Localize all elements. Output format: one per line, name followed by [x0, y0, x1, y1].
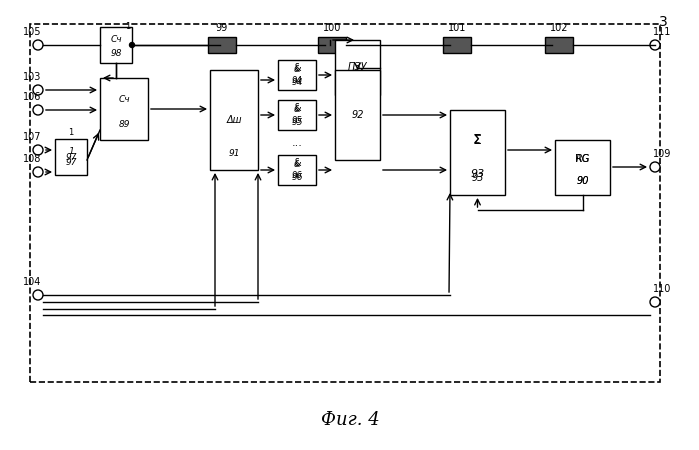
- Bar: [208, 37, 236, 53]
- Text: 1
97: 1 97: [65, 147, 77, 166]
- Bar: [335, 70, 380, 160]
- Text: &
96: & 96: [291, 160, 303, 180]
- Text: 107: 107: [23, 132, 41, 142]
- Bar: [278, 60, 316, 90]
- Text: 3: 3: [658, 15, 668, 29]
- Circle shape: [650, 40, 660, 50]
- Text: 104: 104: [23, 277, 41, 287]
- Circle shape: [129, 42, 134, 48]
- Bar: [55, 139, 87, 175]
- Text: 96: 96: [291, 173, 303, 182]
- Text: RG: RG: [575, 154, 590, 164]
- Bar: [335, 40, 380, 95]
- Text: 108: 108: [23, 154, 41, 164]
- Text: 103: 103: [23, 72, 41, 82]
- Text: 111: 111: [653, 27, 671, 37]
- Text: ...: ...: [291, 138, 303, 148]
- Text: 95: 95: [291, 118, 303, 127]
- Text: &: &: [293, 158, 301, 168]
- Circle shape: [328, 42, 333, 48]
- Text: &: &: [293, 104, 301, 113]
- Circle shape: [33, 85, 43, 95]
- Text: Фиг. 4: Фиг. 4: [321, 411, 380, 429]
- Circle shape: [33, 105, 43, 115]
- Text: 106: 106: [23, 92, 41, 102]
- Text: 105: 105: [23, 27, 41, 37]
- Text: Σ: Σ: [474, 135, 481, 145]
- Text: 94: 94: [291, 78, 303, 87]
- Text: 90: 90: [576, 176, 589, 186]
- Bar: [30, 24, 660, 382]
- Text: &
94: & 94: [291, 65, 303, 85]
- Text: Δш: Δш: [226, 115, 242, 125]
- Circle shape: [33, 167, 43, 177]
- Bar: [100, 78, 148, 140]
- Bar: [555, 140, 610, 195]
- Circle shape: [33, 40, 43, 50]
- Bar: [450, 110, 505, 195]
- Text: &
95: & 95: [291, 105, 303, 125]
- Bar: [443, 37, 471, 53]
- Text: 100: 100: [323, 23, 341, 33]
- Text: Сч: Сч: [118, 95, 130, 104]
- Circle shape: [458, 42, 463, 48]
- Text: 99: 99: [216, 23, 228, 33]
- Text: 89: 89: [118, 120, 130, 129]
- Bar: [210, 70, 258, 170]
- Text: &: &: [293, 63, 301, 73]
- Bar: [278, 100, 316, 130]
- Bar: [318, 37, 346, 53]
- Text: 109: 109: [653, 149, 671, 159]
- Bar: [278, 155, 316, 185]
- Text: 90: 90: [576, 176, 589, 186]
- Circle shape: [650, 297, 660, 307]
- Text: 98: 98: [110, 50, 122, 58]
- Text: 93: 93: [470, 169, 484, 179]
- Text: 91: 91: [229, 149, 240, 158]
- Circle shape: [33, 145, 43, 155]
- Bar: [545, 37, 573, 53]
- Text: ПЗУ: ПЗУ: [347, 63, 367, 72]
- Text: 1: 1: [69, 128, 73, 137]
- Text: 102: 102: [549, 23, 568, 33]
- Circle shape: [558, 42, 563, 48]
- Circle shape: [217, 42, 222, 48]
- Text: 110: 110: [653, 284, 671, 294]
- Circle shape: [33, 290, 43, 300]
- Bar: [100, 27, 132, 63]
- Text: RG: RG: [575, 154, 590, 164]
- Text: 101: 101: [448, 23, 466, 33]
- Text: 1: 1: [125, 22, 131, 31]
- Text: 92: 92: [352, 110, 363, 120]
- Text: 93: 93: [471, 173, 484, 183]
- Text: Σ: Σ: [473, 133, 482, 147]
- Text: 97: 97: [65, 153, 77, 162]
- Text: Сч: Сч: [110, 35, 122, 44]
- Circle shape: [650, 162, 660, 172]
